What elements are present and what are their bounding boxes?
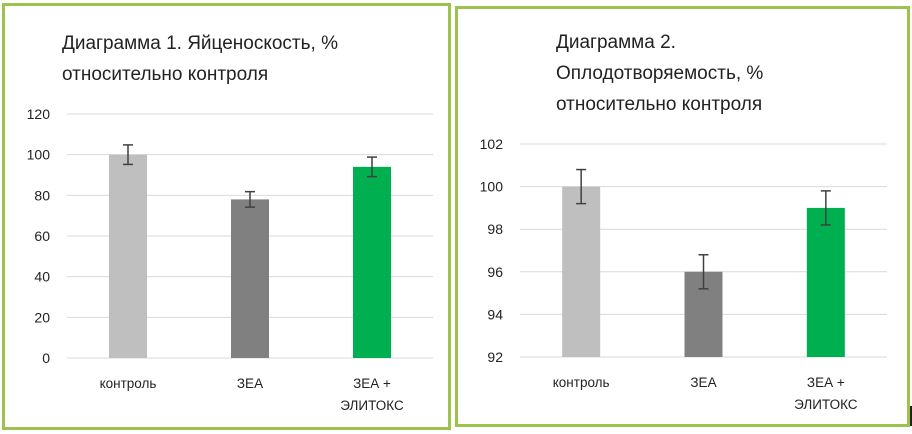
- y-tick-label: 60: [34, 228, 50, 244]
- x-category-label: контроль: [553, 375, 610, 390]
- divider-mark: [910, 406, 912, 426]
- y-tick-label: 80: [34, 187, 50, 203]
- y-tick-label: 96: [487, 264, 503, 280]
- y-tick-label: 98: [487, 221, 503, 237]
- chart-title-line-3: относительно контроля: [556, 94, 763, 115]
- chart-title: Диаграмма 2. Оплодотворяемость, % относи…: [556, 27, 763, 120]
- x-category-label: ЗЕА +: [807, 375, 845, 390]
- chart-title-line-1: Диаграмма 1. Яйценоскость, %: [62, 33, 338, 54]
- chart-title-line-2: Оплодотворяемость, %: [556, 63, 764, 84]
- y-tick-label: 92: [487, 349, 503, 365]
- x-category-label: ЗЕА: [237, 376, 263, 391]
- chart-title: Диаграмма 1. Яйценоскость, % относительн…: [62, 28, 338, 90]
- y-tick-label: 100: [27, 147, 51, 163]
- bar: [353, 166, 391, 358]
- x-category-label: контроль: [100, 376, 157, 391]
- bar: [806, 207, 845, 357]
- x-category-label: ЗЕА: [690, 375, 716, 390]
- y-tick-label: 20: [34, 309, 50, 325]
- chart-plot-2: 92 94 96 98 100 102 контроль ЗЕА ЗЕА + ЭЛИТОКС: [480, 136, 887, 412]
- y-tick-label: 120: [27, 106, 51, 122]
- y-tick-label: 102: [480, 136, 504, 152]
- x-category-label: ЭЛИТОКС: [794, 397, 858, 412]
- x-category-label: ЗЕА +: [353, 376, 391, 391]
- chart-plot-1: 0 20 40 60 80 100 120 контроль ЗЕА ЗЕА + ЭЛИТОКС: [27, 106, 433, 413]
- bar: [562, 186, 601, 357]
- chart-title-line-1: Диаграмма 2.: [556, 32, 676, 53]
- y-tick-label: 40: [34, 269, 50, 285]
- bar: [231, 199, 269, 358]
- y-tick-label: 100: [480, 179, 504, 195]
- y-tick-label: 0: [42, 350, 50, 366]
- chart-panel-1: Диаграмма 1. Яйценоскость, % относительн…: [2, 3, 451, 430]
- bar: [109, 154, 147, 358]
- x-category-label: ЭЛИТОКС: [340, 398, 404, 413]
- chart-title-line-2: относительно контроля: [62, 64, 269, 85]
- y-tick-label: 94: [487, 306, 503, 322]
- chart-panel-2: Диаграмма 2. Оплодотворяемость, % относи…: [455, 6, 910, 427]
